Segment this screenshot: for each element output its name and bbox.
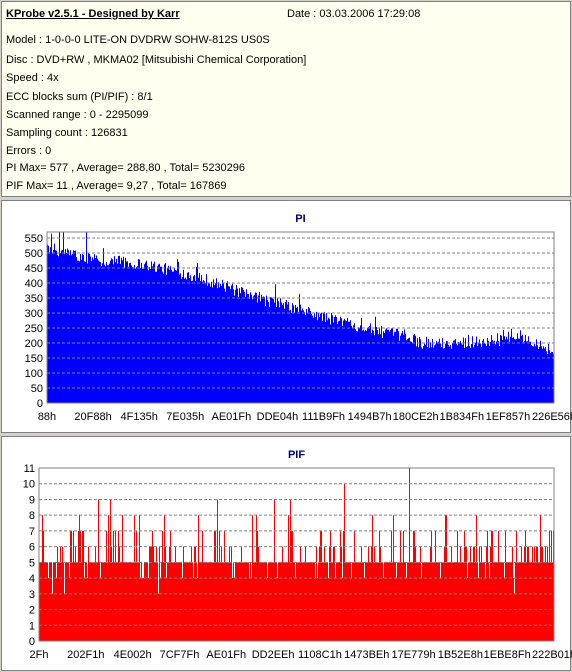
pi-y-tick-label: 150 (25, 353, 43, 365)
pi-y-tick-label: 300 (25, 308, 43, 320)
info-panel: KProbe v2.5.1 - Designed by Karr Date : … (1, 1, 571, 197)
pi-x-tick-label: 1494B7h (348, 411, 392, 423)
pi-x-tick-label: 226E56h (532, 411, 572, 423)
pi-x-tick-label: DDE04h (257, 411, 299, 423)
pif-x-tick-label: 1108C1h (298, 649, 342, 661)
pif-x-tick-label: DD2EEh (252, 649, 295, 661)
pif-x-tick-label: 222B01h (532, 649, 572, 661)
pi-chart-title: PI (295, 213, 305, 225)
pi-x-tick-label: 1EF857h (486, 411, 531, 423)
pi-x-tick-label: 88h (38, 411, 56, 423)
pif-plot-frame (38, 467, 555, 642)
pif-y-tick-label: 11 (24, 463, 35, 475)
info-scanned-range: Scanned range : 0 - 2295099 (6, 109, 149, 121)
pif-x-tick-label: 7CF7Fh (160, 649, 200, 661)
pif-chart-panel: PIF 0 1 2 3 4 5 6 7 8 9 10 11 2Fh 202F1h 4E002h 7CF7Fh AE… (1, 436, 572, 671)
info-pi-summary: PI Max= 577 , Average= 288,80 , Total= 5… (6, 162, 246, 174)
pi-y-tick-label: 400 (25, 278, 43, 290)
pif-x-tick-label: 4E002h (114, 649, 152, 661)
info-sampling-count: Sampling count : 126831 (6, 127, 128, 139)
info-model: Model : 1-0-0-0 LITE-ON DVDRW SOHW-812S … (6, 34, 270, 46)
pif-x-tick-label: 17E779h (392, 649, 436, 661)
info-ecc-blocks: ECC blocks sum (PI/PIF) : 8/1 (6, 91, 153, 103)
pif-y-tick-label: 5 (29, 557, 35, 569)
pif-y-tick-label: 2 (29, 605, 35, 617)
pif-y-tick-label: 6 (29, 542, 35, 554)
pi-x-tick-label: 1B834Fh (439, 411, 484, 423)
info-disc: Disc : DVD+RW , MKMA02 [Mitsubishi Chemi… (6, 54, 307, 66)
pi-y-tick-label: 450 (25, 263, 43, 275)
pif-y-tick-label: 7 (29, 526, 35, 538)
pi-y-tick-label: 500 (25, 248, 43, 260)
pif-y-tick-label: 8 (29, 510, 35, 522)
pi-chart-panel: PI 0 50 100 150 200 250 300 350 400 450 500 550 88h 20… (1, 200, 572, 433)
pif-x-tick-label: 1473BEh (344, 649, 389, 661)
pi-y-tick-label: 200 (25, 338, 43, 350)
pif-x-tick-label: 1EBE8Fh (484, 649, 531, 661)
pi-y-tick-label: 550 (25, 233, 43, 245)
pif-chart: PIF 0 1 2 3 4 5 6 7 8 9 10 11 2Fh 202F1h 4E002h 7CF7Fh AE… (23, 449, 572, 661)
scan-date: Date : 03.03.2006 17:29:08 (287, 8, 421, 20)
pi-y-tick-label: 250 (25, 323, 43, 335)
pif-x-tick-label: AE01Fh (206, 649, 246, 661)
pi-x-tick-label: 111B9Fh (302, 411, 345, 423)
pif-y-tick-label: 4 (29, 573, 35, 585)
app-title: KProbe v2.5.1 - Designed by Karr (6, 8, 180, 20)
info-pif-summary: PIF Max= 11 , Average= 9,27 , Total= 167… (6, 180, 227, 192)
pi-chart: PI 0 50 100 150 200 250 300 350 400 450 500 550 88h 20… (25, 213, 572, 423)
pif-x-tick-label: 1B52E8h (438, 649, 483, 661)
pif-chart-title: PIF (288, 449, 305, 461)
pif-y-tick-label: 1 (29, 620, 35, 632)
pif-y-tick-label: 10 (23, 479, 35, 491)
pi-y-tick-label: 50 (31, 383, 43, 395)
info-errors: Errors : 0 (6, 145, 52, 157)
info-speed: Speed : 4x (6, 72, 59, 84)
pi-x-tick-label: 20F88h (74, 411, 111, 423)
pi-y-tick-label: 100 (25, 368, 43, 380)
pi-x-tick-label: 4F135h (121, 411, 158, 423)
pif-y-tick-label: 3 (29, 589, 35, 601)
pi-x-tick-label: 7E035h (166, 411, 204, 423)
pi-y-tick-label: 350 (25, 293, 43, 305)
pi-y-tick-label: 0 (37, 398, 43, 410)
pi-plot-frame (46, 231, 555, 404)
pif-x-tick-label: 202F1h (67, 649, 104, 661)
pif-x-tick-label: 2Fh (30, 649, 49, 661)
pi-x-tick-label: 180CE2h (393, 411, 439, 423)
pi-x-tick-label: AE01Fh (211, 411, 251, 423)
pif-y-tick-label: 9 (29, 494, 35, 506)
pif-y-tick-label: 0 (29, 636, 35, 648)
